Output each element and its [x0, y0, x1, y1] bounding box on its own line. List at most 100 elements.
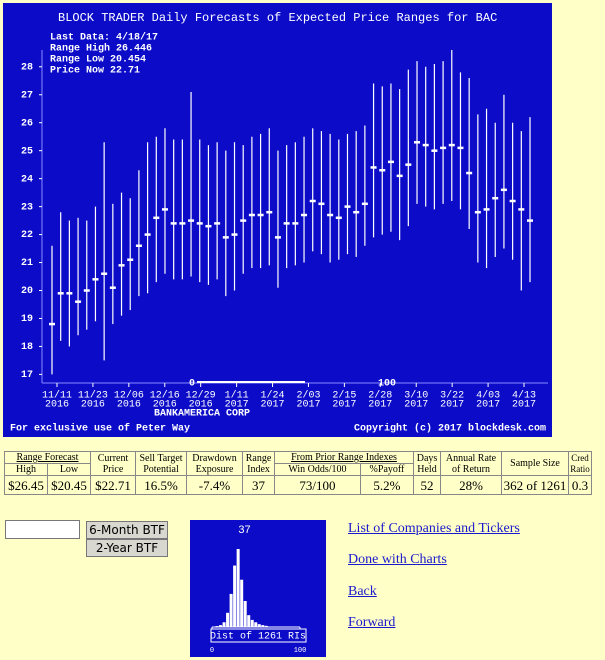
header: Range Forecast [4, 451, 91, 464]
link[interactable]: Back [348, 584, 377, 599]
x-tick-label: 2/28 [368, 390, 392, 402]
header: Days Held [413, 451, 441, 476]
x-tick-year: 2017 [296, 400, 320, 411]
histogram-bar [229, 593, 233, 627]
link[interactable]: Forward [348, 615, 396, 630]
cell: $22.71 [90, 475, 136, 495]
x-tick-year: 2016 [81, 400, 105, 411]
info-line: Range Low 20.454 [50, 55, 146, 66]
x-tick-label: 0 [210, 647, 214, 655]
header: Current Price [90, 451, 136, 476]
header: Drawdown Exposure [186, 451, 243, 476]
header: From Prior Range Indexes [274, 451, 414, 464]
footer-left: For exclusive use of Peter Way [10, 423, 190, 435]
x-tick-label: 12/16 [150, 390, 180, 402]
x-tick-label: 11/23 [78, 390, 108, 402]
header: Annual Rate of Return [440, 451, 502, 476]
cell: 362 of 1261 [501, 475, 569, 495]
x-tick-label: 2/03 [296, 390, 320, 402]
x-tick-label: 4/03 [476, 390, 500, 402]
x-tick-year: 2017 [261, 400, 285, 411]
cell: 16.5% [135, 475, 187, 495]
histogram-bar [257, 624, 261, 627]
y-tick-label: 28 [21, 62, 33, 73]
histogram-bar [250, 619, 254, 627]
y-tick-label: 21 [21, 258, 33, 269]
cell: 37 [242, 475, 275, 495]
info-line: Price Now 22.71 [50, 65, 140, 77]
x-tick-label: 4/13 [512, 390, 536, 402]
info-line: Range High 26.446 [50, 43, 152, 55]
histogram-bar [226, 612, 230, 627]
cell: 0.3 [568, 475, 592, 495]
button[interactable]: 2-Year BTF [86, 539, 168, 557]
histogram-bar [254, 622, 258, 627]
histogram-bar [247, 615, 251, 627]
y-tick-label: 20 [21, 286, 33, 297]
subheader: %Payoff [359, 463, 415, 476]
info-line: Last Data: 4/18/17 [50, 32, 158, 44]
y-tick-label: 25 [21, 146, 33, 157]
header: Sell Target Potential [135, 451, 187, 476]
histogram-bar [261, 625, 265, 627]
y-tick-label: 22 [21, 230, 33, 241]
histogram-bar [219, 625, 223, 627]
cell: 28% [440, 475, 502, 495]
y-tick-label: 17 [21, 370, 33, 381]
cell: 73/100 [274, 475, 361, 495]
histogram-bar [233, 565, 237, 627]
y-tick-label: 27 [21, 90, 33, 101]
histogram-bar [264, 625, 268, 627]
histogram-bar [243, 601, 247, 627]
header: Sample Size [501, 451, 569, 476]
x-tick-label: 3/22 [440, 390, 464, 402]
y-tick-label: 18 [21, 342, 33, 353]
x-tick-label: 11/11 [42, 390, 72, 402]
cell: $26.45 [4, 475, 48, 495]
x-tick-year: 2016 [117, 400, 141, 411]
y-tick-label: 19 [21, 314, 33, 325]
x-tick-year: 2017 [368, 400, 392, 411]
subheader: Low [47, 463, 91, 476]
x-tick-label: 100 [294, 647, 307, 655]
forecast-table: Range Forecast Current Price Sell Target… [4, 451, 592, 495]
cell: $20.45 [47, 475, 91, 495]
x-tick-year: 2017 [332, 400, 356, 411]
subheader: High [4, 463, 48, 476]
chart-panel: BLOCK TRADER Daily Forecasts of Expected… [3, 3, 552, 437]
value-row: $26.45 $20.45 $22.71 16.5% -7.4% 37 73/100 5.2%… [4, 475, 592, 495]
range-index-label: 37 [238, 524, 250, 536]
x-tick-label: 3/10 [404, 390, 428, 402]
link[interactable]: Done with Charts [348, 552, 447, 567]
header: Cred Ratio [568, 451, 592, 476]
x-tick-year: 2016 [189, 400, 213, 411]
link[interactable]: List of Companies and Tickers [348, 521, 520, 536]
histogram-bar [240, 579, 244, 627]
x-tick-year: 2016 [45, 400, 69, 411]
company: BANKAMERICA CORP [154, 409, 250, 420]
histogram-background [190, 520, 326, 657]
x-tick-label: 12/06 [114, 390, 144, 402]
x-tick-year: 2017 [404, 400, 428, 411]
histogram-panel: Dist of 1261 RIs 0 100 37 [190, 520, 326, 657]
marker-label: 100 [378, 379, 396, 390]
x-tick-year: 2017 [476, 400, 500, 411]
button[interactable]: 6-Month BTF [86, 521, 168, 539]
x-tick-label: 12/29 [186, 390, 216, 402]
y-tick-label: 26 [21, 118, 33, 129]
x-tick-label: 2/15 [332, 390, 356, 402]
footer-right: Copyright (c) 2017 blockdesk.com [354, 423, 546, 435]
header: Range Index [242, 451, 275, 476]
text-input[interactable] [5, 520, 80, 539]
subheader: Win Odds/100 [274, 463, 361, 476]
chart-title: BLOCK TRADER Daily Forecasts of Expected… [58, 11, 497, 25]
histogram-bar [215, 626, 219, 627]
cell: -7.4% [186, 475, 243, 495]
y-tick-label: 24 [21, 174, 33, 185]
x-tick-year: 2017 [440, 400, 464, 411]
x-tick-year: 2016 [153, 400, 177, 411]
marker-label: 0 [189, 379, 195, 390]
y-tick-label: 23 [21, 202, 33, 213]
x-tick-year: 2017 [512, 400, 536, 411]
